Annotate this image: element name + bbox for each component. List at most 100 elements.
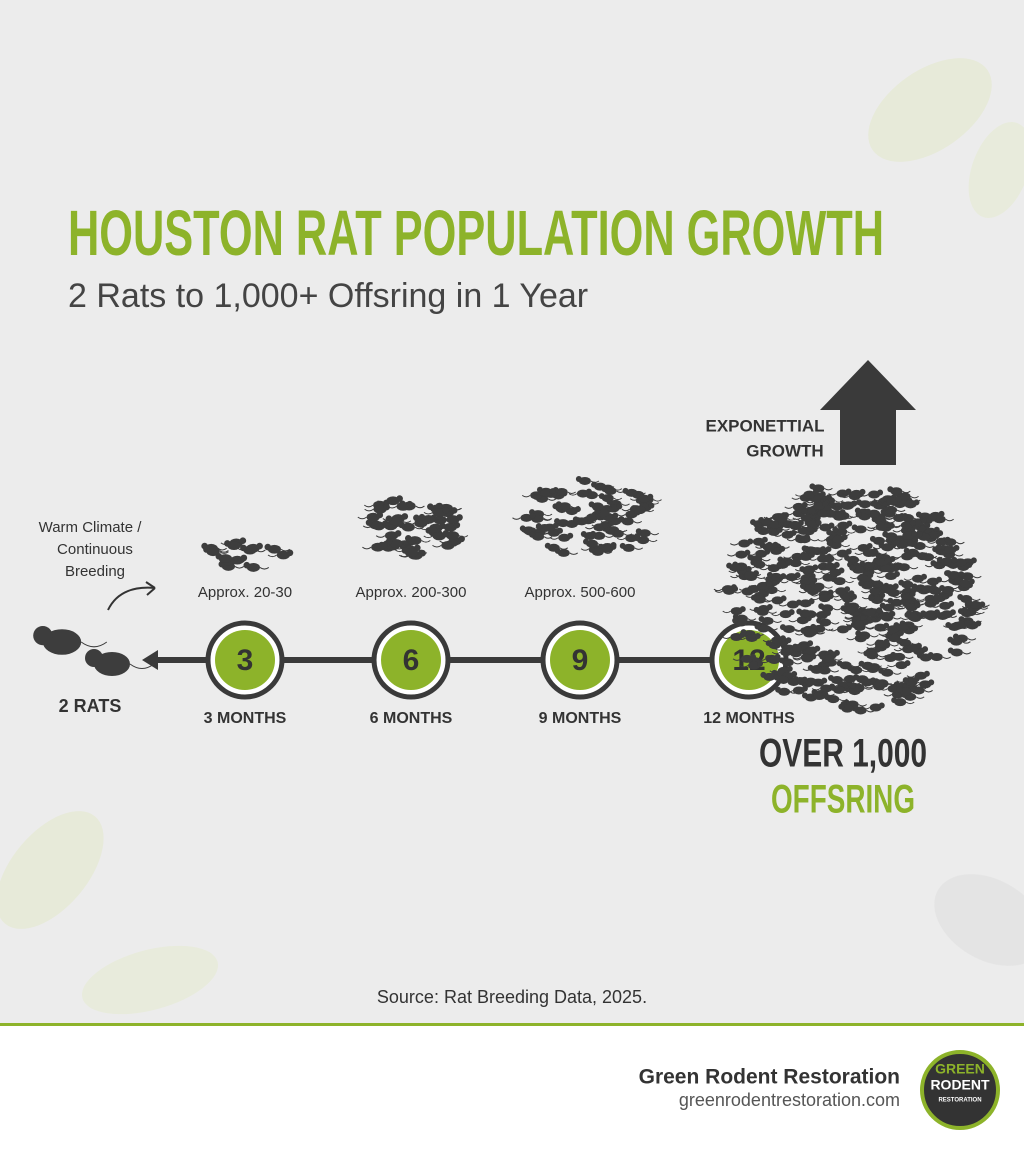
rat-tail <box>929 536 939 539</box>
rat-tail <box>267 554 278 558</box>
rat-head <box>928 679 935 686</box>
rat-head <box>887 597 894 604</box>
rat-tail <box>822 669 832 672</box>
rat-tail <box>898 647 908 650</box>
rat-head <box>970 557 977 564</box>
rat-tail <box>824 586 833 589</box>
rat-tail <box>434 526 444 530</box>
rat-tail <box>650 532 660 536</box>
rat-tail <box>739 665 749 668</box>
rat-head <box>797 519 804 526</box>
rat-head <box>786 665 793 672</box>
rat-head <box>814 645 821 652</box>
rat-head <box>456 514 463 521</box>
rat-tail <box>811 688 821 691</box>
rat-tail <box>432 544 442 548</box>
timeline-arrow <box>142 650 158 670</box>
rat-head <box>761 536 768 543</box>
url: greenrodentrestoration.com <box>679 1090 900 1110</box>
rat-head <box>920 610 927 617</box>
rat-tail <box>786 538 796 542</box>
rat-tail <box>401 520 412 524</box>
rat-head <box>622 487 629 494</box>
rat-tail <box>911 691 921 694</box>
rat-tail <box>876 657 885 661</box>
rat-tail <box>828 493 837 496</box>
rat-head <box>776 526 783 533</box>
rat-head <box>760 671 767 678</box>
rat-tail <box>863 569 873 572</box>
rat-head <box>825 610 832 617</box>
rat-head <box>575 475 582 482</box>
rat-tail <box>816 681 826 684</box>
rat-tail <box>879 513 889 516</box>
rat-head <box>401 513 409 520</box>
rat-tail <box>904 656 914 659</box>
rat-body <box>446 515 460 524</box>
rat-tail <box>810 613 820 616</box>
rat-tail <box>423 511 434 515</box>
rat-tail <box>824 487 833 491</box>
rat-tail <box>844 516 854 519</box>
rat-head <box>812 564 819 571</box>
rat-head <box>870 677 877 684</box>
rat-head <box>830 684 837 691</box>
rat-head <box>904 611 911 618</box>
rat-tail <box>784 506 794 509</box>
rat-tail <box>892 617 902 620</box>
rat-head <box>739 606 746 613</box>
rat-tail <box>828 502 838 505</box>
rat-tail <box>567 491 576 494</box>
rat-tail <box>777 589 787 593</box>
rat-head <box>822 500 829 507</box>
rat-head <box>808 598 815 605</box>
result-line: OFFSRING <box>771 778 915 822</box>
rat-tail <box>866 528 875 532</box>
rat-head <box>785 559 792 566</box>
rat-tail <box>893 648 903 652</box>
rat-head <box>836 660 843 667</box>
rat-tail <box>732 658 742 661</box>
rat-head <box>850 500 857 507</box>
rat-head <box>752 570 759 577</box>
stage-circle <box>550 630 610 690</box>
rat-tail <box>795 494 804 497</box>
rat-tail <box>771 651 781 655</box>
rat-head <box>739 631 746 638</box>
rat-tail <box>842 493 851 496</box>
rat-head <box>239 537 247 545</box>
rat-tail <box>965 561 975 565</box>
rat-head <box>779 624 786 631</box>
rat-head <box>948 600 955 607</box>
rat-tail <box>890 644 899 647</box>
rat-tail <box>381 524 392 527</box>
rat-tail <box>780 524 790 527</box>
rat-tail <box>876 575 886 579</box>
source: Source: Rat Breeding Data, 2025. <box>377 987 647 1007</box>
rat-tail <box>543 513 553 517</box>
rat-tail <box>773 620 782 623</box>
rat-head <box>796 676 803 683</box>
rat-head <box>401 547 409 554</box>
rat-tail <box>219 551 229 554</box>
rat-body <box>373 504 387 514</box>
rat-tail <box>824 538 833 542</box>
company: Green Rodent Restoration <box>639 1066 900 1089</box>
rat-head <box>898 629 905 636</box>
rat-tail <box>603 506 612 509</box>
rat-head <box>818 603 825 610</box>
rat-tail <box>886 520 895 524</box>
rat-head <box>923 670 930 677</box>
rat-head <box>825 546 832 553</box>
rat-head <box>602 522 609 529</box>
rat-head <box>808 576 815 583</box>
rat-head <box>383 503 390 511</box>
rat-cluster <box>201 537 294 572</box>
rat-tail <box>747 618 757 621</box>
rat-tail <box>865 627 875 630</box>
rat-head <box>773 674 780 681</box>
rat-tail <box>458 535 469 538</box>
rat-tail <box>777 576 786 580</box>
rat-tail <box>878 500 887 504</box>
